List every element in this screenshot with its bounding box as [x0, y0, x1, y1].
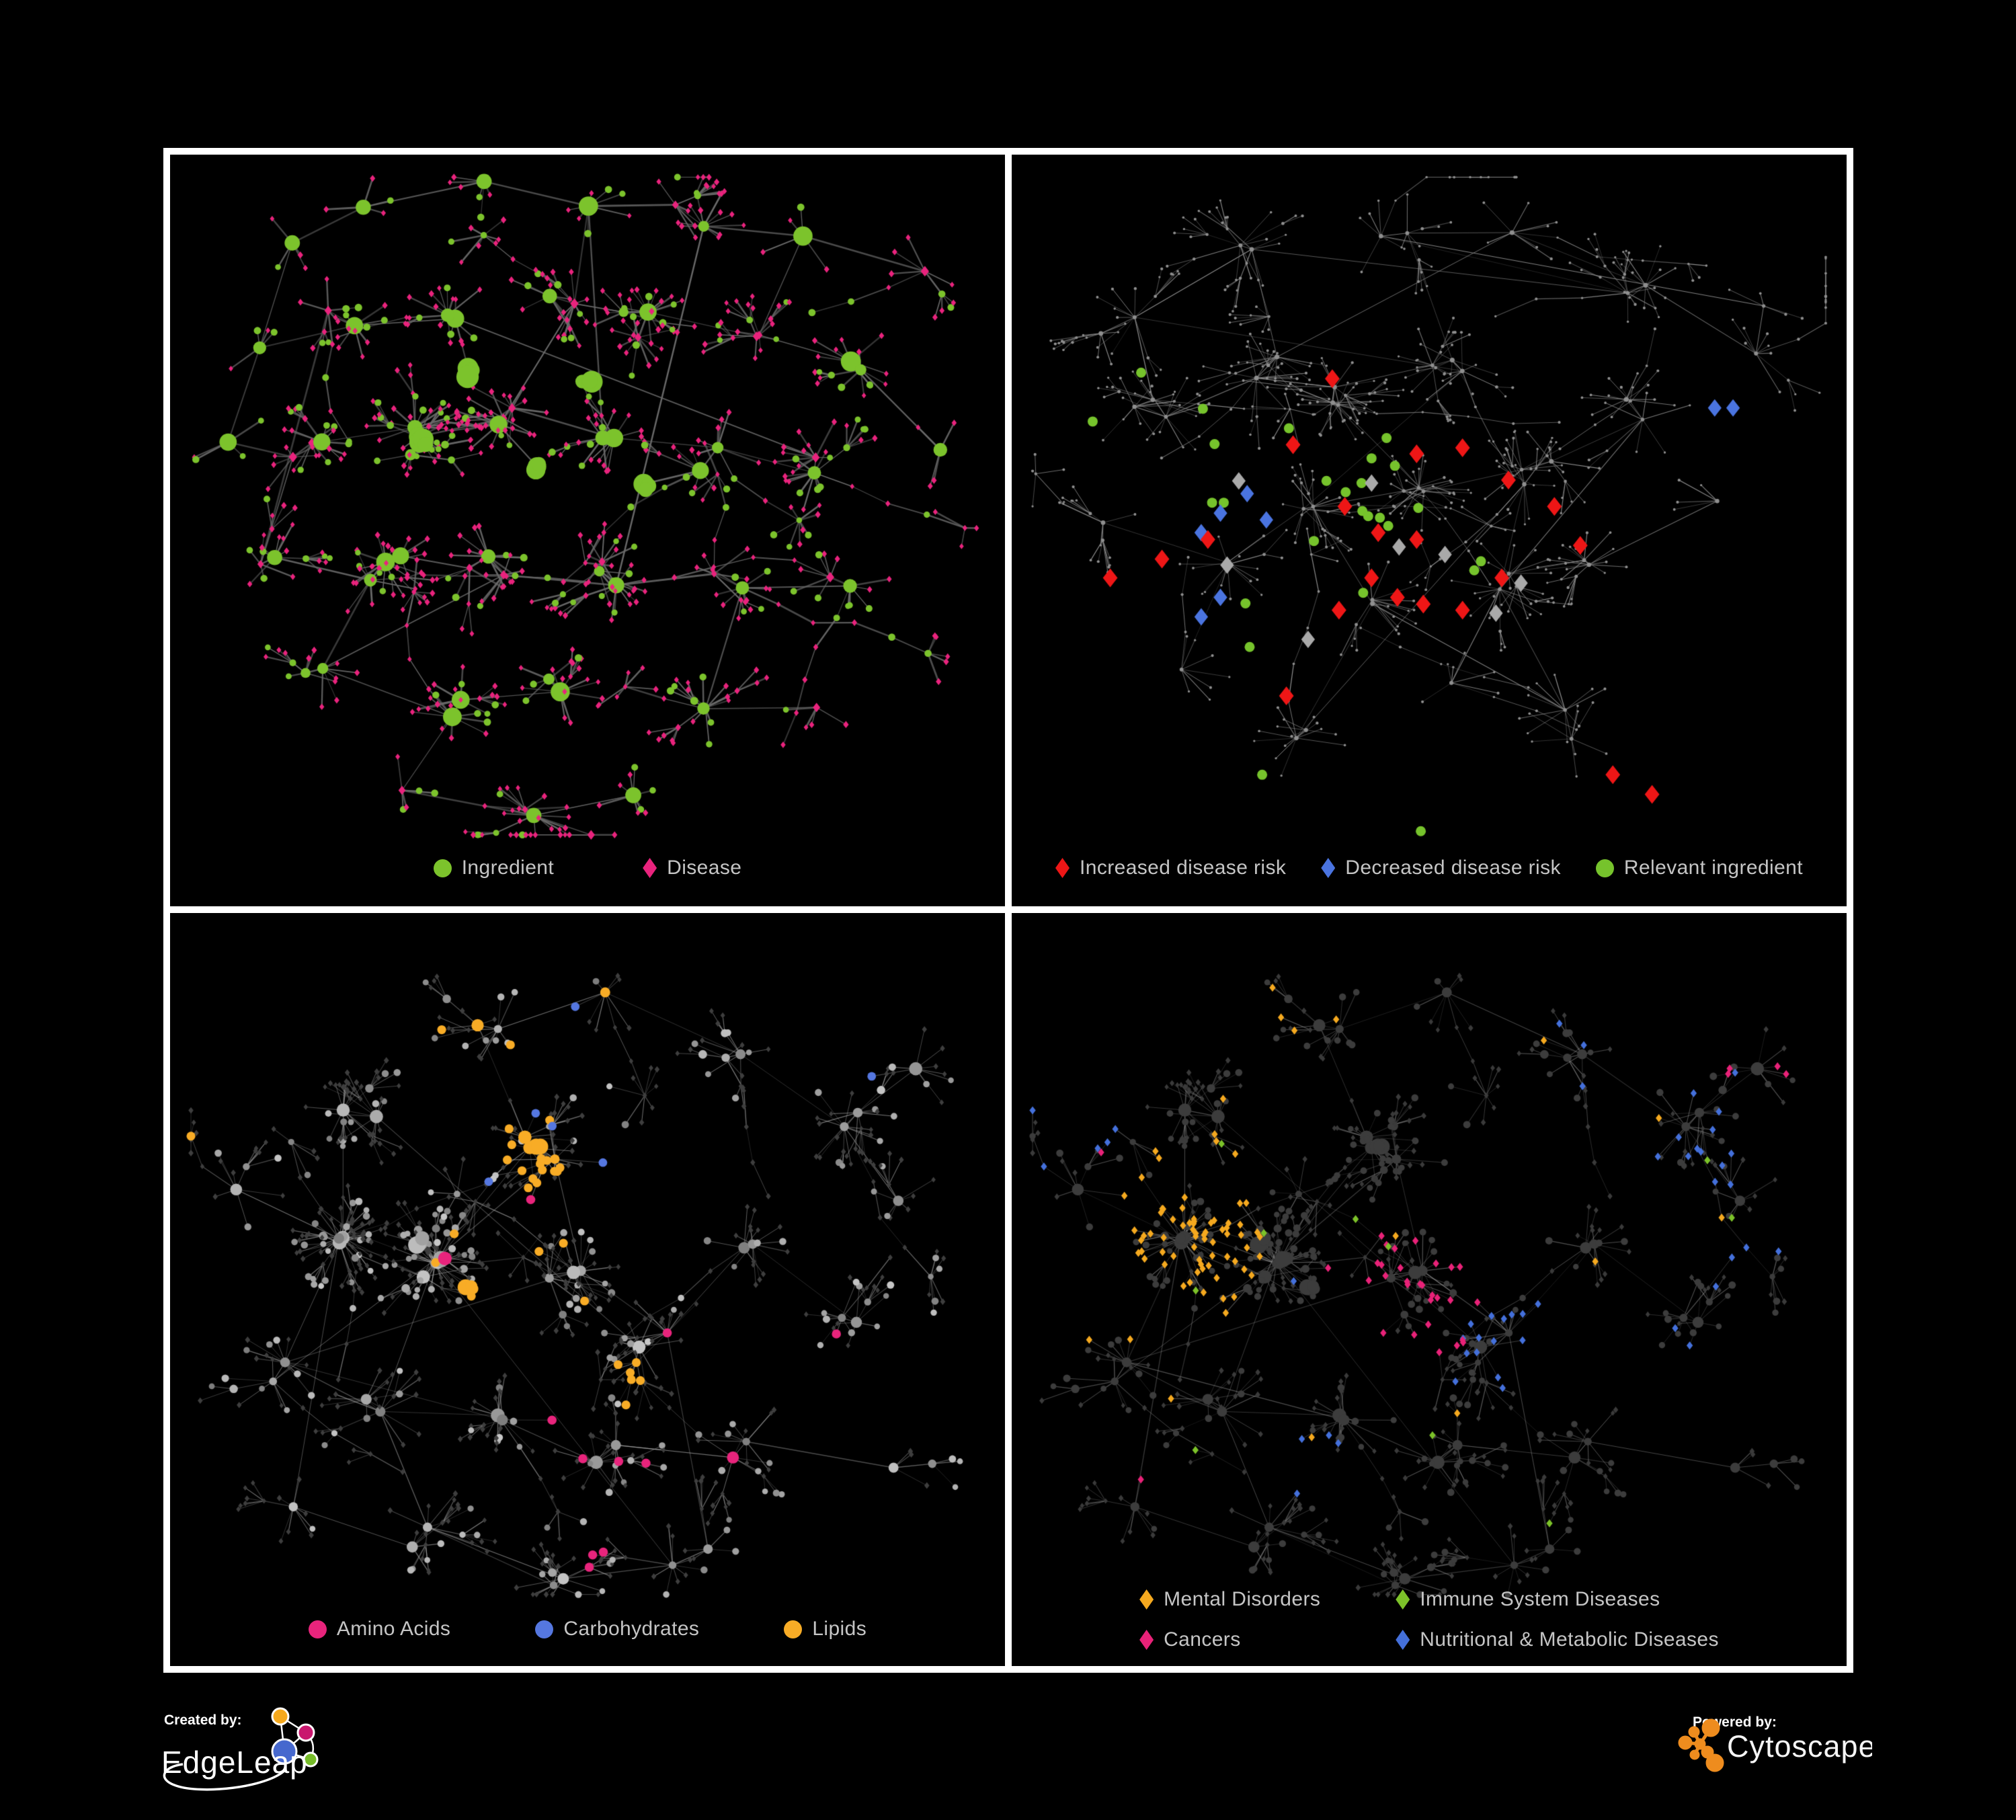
legend-item-mental-disorders: Mental Disorders: [1139, 1588, 1320, 1611]
legend-ingredient-classes: Amino Acids Carbohydrates Lipids: [170, 1618, 1005, 1640]
legend-label: Carbohydrates: [563, 1618, 700, 1640]
legend-label: Lipids: [812, 1618, 867, 1640]
legend-label: Amino Acids: [336, 1618, 451, 1640]
legend-item-disease: Disease: [643, 857, 741, 879]
legend-label: Relevant ingredient: [1623, 857, 1803, 879]
ingredient-classes-network-canvas: [170, 913, 1005, 1666]
circle-marker-icon: [308, 1620, 327, 1638]
edgeleap-wordmark: EdgeLeap: [161, 1745, 308, 1780]
diamond-marker-icon: [1139, 1630, 1154, 1650]
disease-classes-network-canvas: [1012, 913, 1847, 1666]
legend-item-immune-system-diseases: Immune System Diseases: [1396, 1588, 1719, 1611]
diamond-marker-icon: [1396, 1630, 1410, 1650]
diamond-marker-icon: [1139, 1589, 1154, 1610]
edgeleap-network-icon: [271, 1707, 319, 1768]
diamond-marker-icon: [643, 858, 657, 878]
panel-disease-classes: Mental Disorders Immune System Diseases Ca…: [1012, 913, 1847, 1666]
cytoscape-wordmark: Cytoscape: [1727, 1729, 1872, 1764]
diamond-marker-icon: [1321, 858, 1336, 878]
panel-ingredient-classes: Amino Acids Carbohydrates Lipids: [170, 913, 1005, 1666]
legend-label: Disease: [667, 857, 742, 879]
circle-marker-icon: [433, 859, 452, 877]
legend-disease-classes: Mental Disorders Immune System Diseases Ca…: [1012, 1588, 1847, 1651]
diamond-marker-icon: [1055, 858, 1070, 878]
edgeleap-swoosh-icon: [163, 1763, 286, 1791]
legend-item-relevant-ingredient: Relevant ingredient: [1595, 857, 1803, 879]
legend-item-amino-acids: Amino Acids: [308, 1618, 451, 1640]
cytoscape-icon: [1678, 1718, 1724, 1772]
legend-item-ingredient: Ingredient: [433, 857, 555, 879]
figure-grid: Ingredient Disease Increased disease risk…: [163, 148, 1853, 1673]
legend-label: Immune System Diseases: [1420, 1588, 1660, 1610]
legend-item-lipids: Lipids: [784, 1618, 866, 1640]
circle-marker-icon: [535, 1620, 554, 1638]
disease-risk-network-canvas: [1012, 155, 1847, 906]
diamond-marker-icon: [1396, 1589, 1410, 1610]
legend-item-cancers: Cancers: [1139, 1628, 1320, 1651]
legend-item-increased-disease-risk: Increased disease risk: [1055, 857, 1286, 879]
edgeleap-brand: Created by: EdgeLeap: [161, 1707, 319, 1791]
legend-item-carbohydrates: Carbohydrates: [535, 1618, 699, 1640]
legend-label: Increased disease risk: [1080, 857, 1287, 879]
circle-marker-icon: [1595, 859, 1614, 877]
legend-disease-risk: Increased disease risk Decreased disease …: [1012, 857, 1847, 879]
ingredient-disease-network-canvas: [170, 155, 1005, 906]
legend-ingredient-disease: Ingredient Disease: [170, 857, 1005, 879]
legend-label: Ingredient: [461, 857, 555, 879]
legend-label: Nutritional & Metabolic Diseases: [1420, 1628, 1719, 1651]
legend-label: Cancers: [1164, 1628, 1241, 1651]
cytoscape-brand: Powered by: Cytoscape: [1678, 1714, 1872, 1772]
circle-marker-icon: [784, 1620, 803, 1638]
panel-ingredient-disease: Ingredient Disease: [170, 155, 1005, 906]
legend-item-nutritional-metabolic-diseases: Nutritional & Metabolic Diseases: [1396, 1628, 1719, 1651]
panel-disease-risk: Increased disease risk Decreased disease …: [1012, 155, 1847, 906]
created-by-label: Created by:: [164, 1712, 242, 1728]
legend-label: Mental Disorders: [1164, 1588, 1321, 1610]
legend-label: Decreased disease risk: [1345, 857, 1561, 879]
legend-item-decreased-disease-risk: Decreased disease risk: [1321, 857, 1561, 879]
